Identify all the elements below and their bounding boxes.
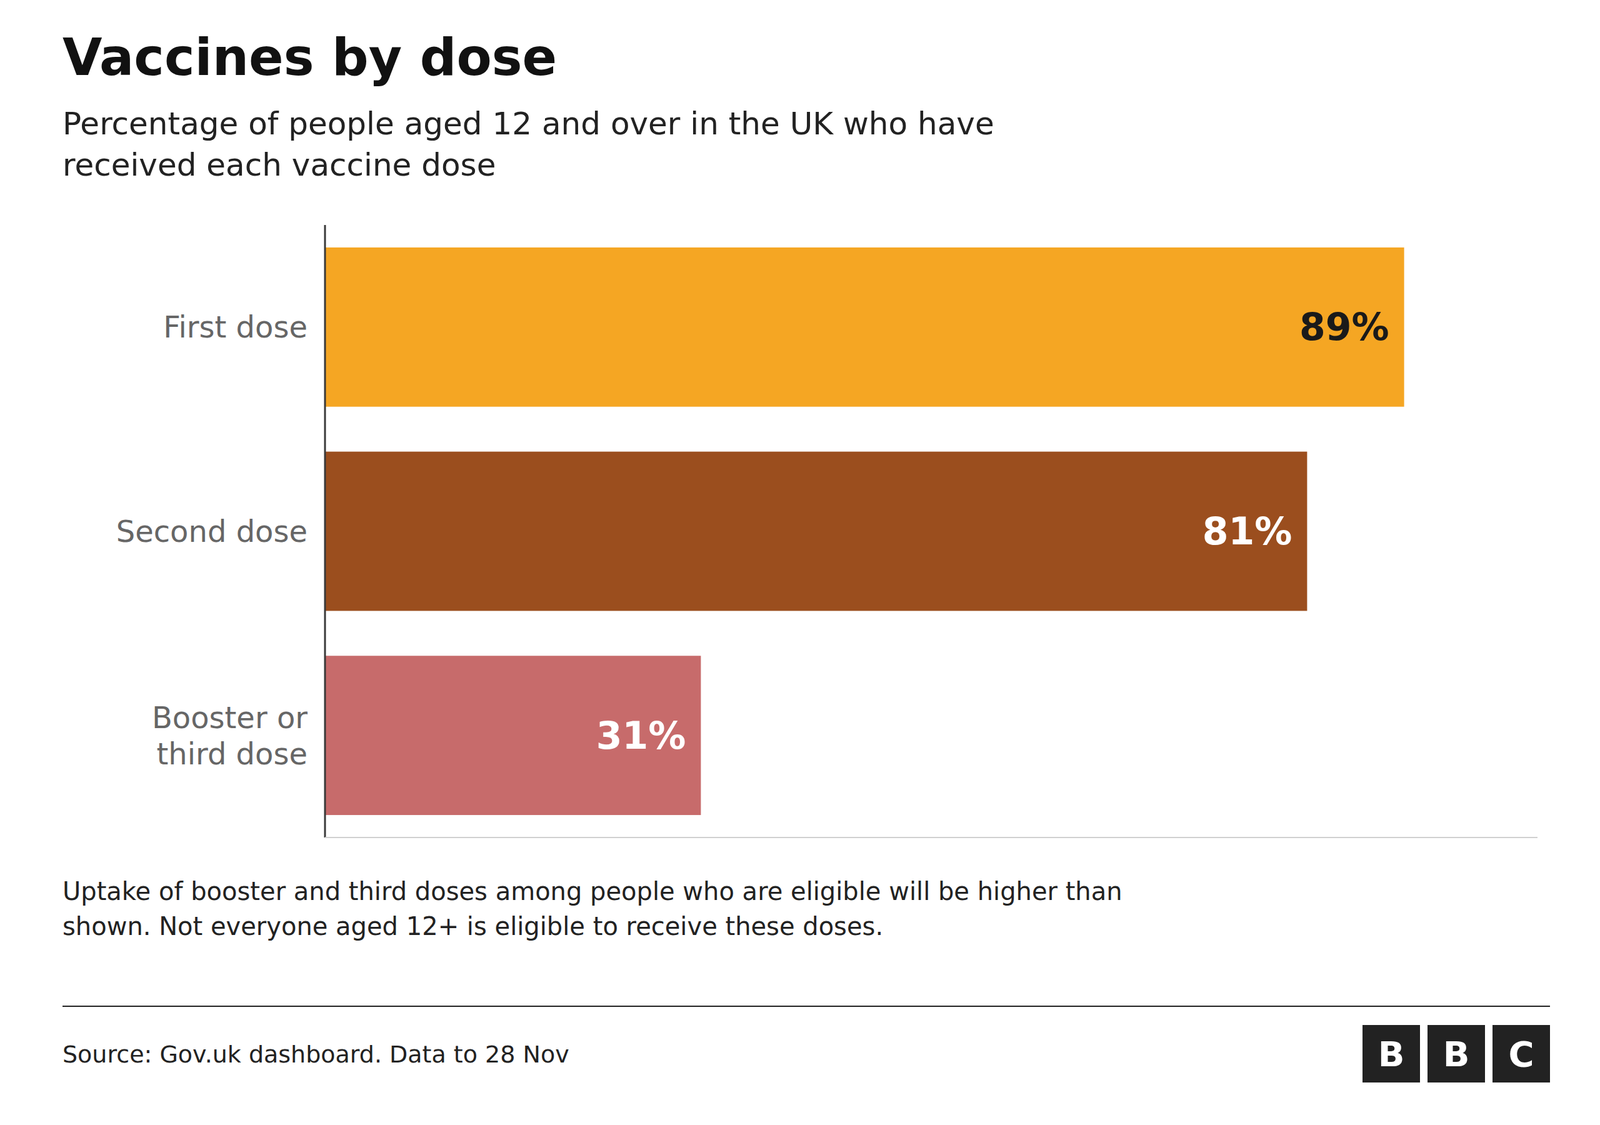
data-label: 89%: [1299, 305, 1390, 349]
bars: [325, 247, 1405, 815]
separator: [62, 1005, 1550, 1007]
data-label: 31%: [596, 713, 687, 758]
y-axis-line: [324, 225, 327, 838]
data-label: 81%: [1202, 509, 1293, 554]
bar: [325, 655, 701, 815]
title: Vaccines by dose: [62, 27, 557, 87]
logo-letter: C: [1508, 1033, 1534, 1075]
background: [0, 0, 1600, 1125]
category-label: Second dose: [116, 513, 308, 549]
bar: [325, 247, 1405, 407]
data-labels: 89% 81% 31%: [596, 305, 1390, 757]
category-label: Booster orthird dose: [151, 700, 308, 772]
logo-letter: B: [1378, 1033, 1405, 1075]
y-tick-labels: First dose Second dose Booster orthird dos…: [116, 309, 309, 771]
bar: [325, 451, 1307, 612]
logo-box: [1362, 1025, 1420, 1083]
logo-box: [1427, 1025, 1485, 1083]
chart-root: Vaccines by dose Percentage of people age…: [0, 0, 1600, 1125]
subtitle: Percentage of people aged 12 and over in…: [62, 105, 995, 184]
x-range-line: [325, 836, 1538, 839]
category-label: First dose: [163, 309, 308, 345]
logo-letter: B: [1443, 1033, 1470, 1075]
logo-box: [1492, 1025, 1550, 1083]
logo: BBC: [1362, 1025, 1550, 1083]
source: Source: Gov.uk dashboard. Data to 28 Nov: [62, 1040, 570, 1069]
footnote: Uptake of booster and third doses among …: [62, 876, 1123, 941]
